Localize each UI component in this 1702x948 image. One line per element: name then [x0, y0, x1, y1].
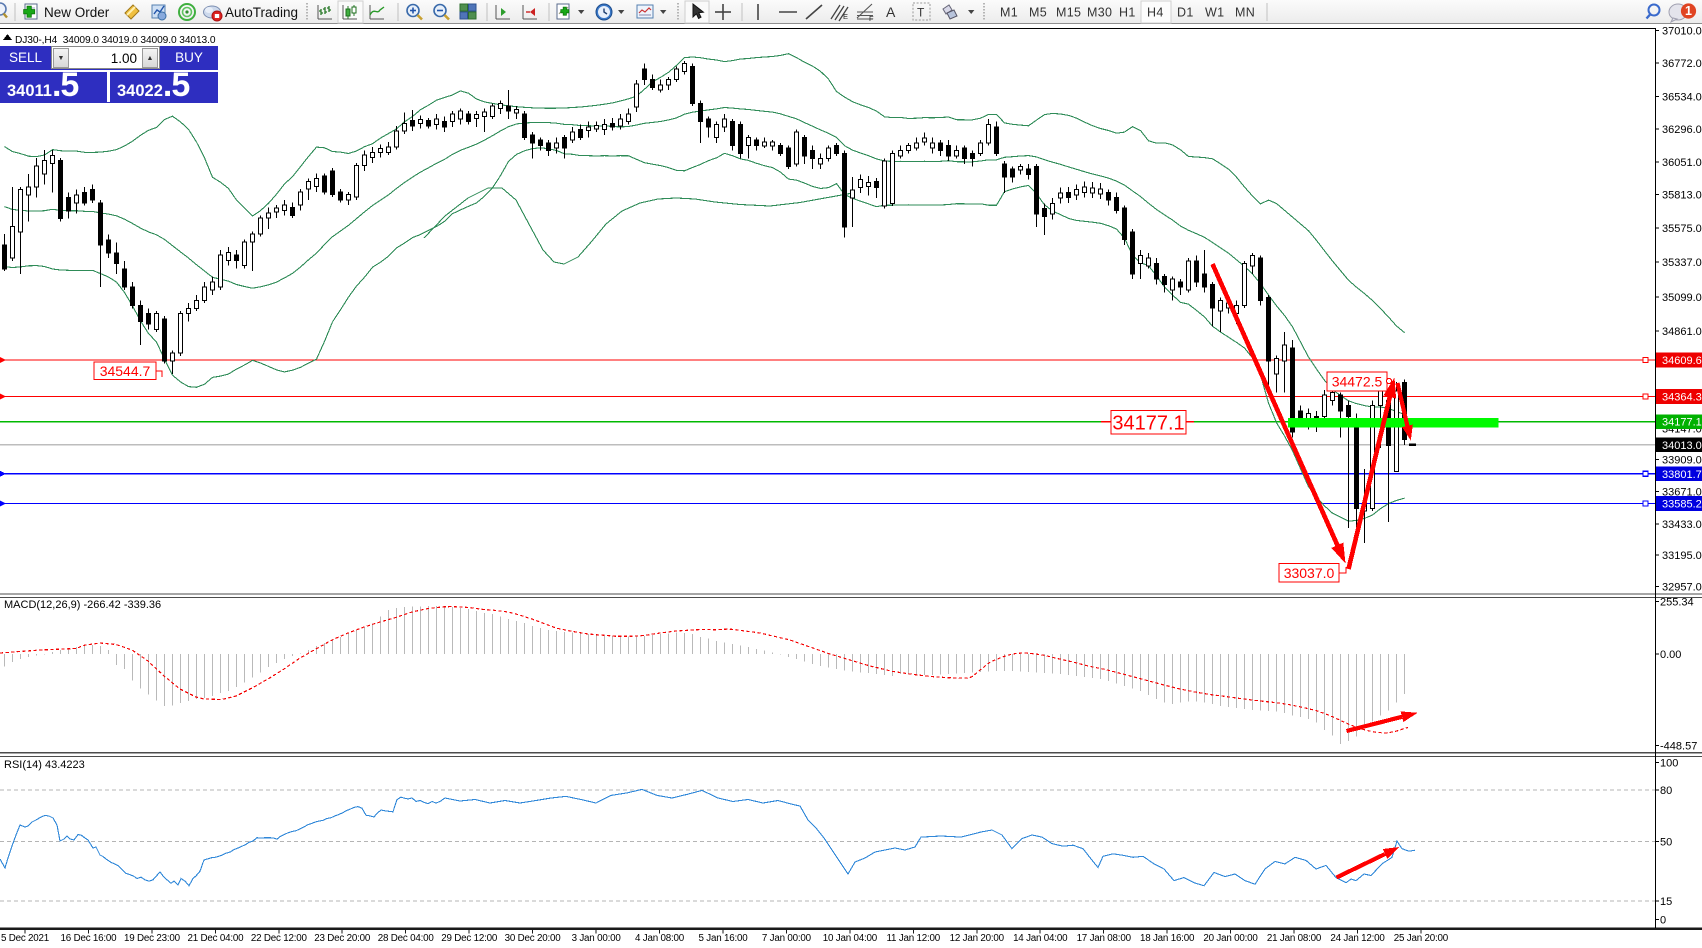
svg-text:0.00: 0.00: [1660, 649, 1681, 661]
svg-text:A: A: [886, 4, 896, 20]
svg-text:29 Dec 12:00: 29 Dec 12:00: [441, 933, 498, 944]
svg-text:25 Jan 20:00: 25 Jan 20:00: [1394, 933, 1449, 944]
svg-text:28 Dec 04:00: 28 Dec 04:00: [378, 933, 435, 944]
svg-text:10 Jan 04:00: 10 Jan 04:00: [823, 933, 878, 944]
svg-text:32957.0: 32957.0: [1662, 582, 1702, 594]
svg-text:21 Jan 08:00: 21 Jan 08:00: [1267, 933, 1322, 944]
svg-text:33585.2: 33585.2: [1662, 499, 1702, 511]
svg-text:18 Jan 16:00: 18 Jan 16:00: [1140, 933, 1195, 944]
svg-text:5 Jan 16:00: 5 Jan 16:00: [698, 933, 748, 944]
svg-text:W1: W1: [1205, 6, 1224, 20]
svg-text:M30: M30: [1087, 6, 1112, 20]
svg-text:255.34: 255.34: [1660, 597, 1694, 609]
svg-text:33195.0: 33195.0: [1662, 550, 1702, 562]
svg-text:80: 80: [1660, 785, 1672, 797]
svg-text:33433.0: 33433.0: [1662, 519, 1702, 531]
svg-text:15: 15: [1660, 896, 1672, 908]
svg-text:34544.7: 34544.7: [100, 363, 151, 379]
svg-text:4 Jan 08:00: 4 Jan 08:00: [635, 933, 685, 944]
svg-text:34472.5: 34472.5: [1332, 374, 1383, 390]
svg-text:36296.0: 36296.0: [1662, 124, 1702, 136]
svg-text:AutoTrading: AutoTrading: [225, 5, 298, 20]
svg-text:14 Jan 04:00: 14 Jan 04:00: [1013, 933, 1068, 944]
svg-text:0: 0: [1660, 915, 1666, 927]
svg-text:37010.0: 37010.0: [1662, 25, 1702, 37]
svg-text:20 Jan 00:00: 20 Jan 00:00: [1203, 933, 1258, 944]
svg-text:34609.6: 34609.6: [1662, 355, 1702, 367]
svg-text:19 Dec 23:00: 19 Dec 23:00: [124, 933, 181, 944]
svg-text:M15: M15: [1056, 6, 1081, 20]
svg-text:T: T: [917, 6, 925, 20]
svg-text:33037.0: 33037.0: [1284, 565, 1335, 581]
svg-text:30 Dec 20:00: 30 Dec 20:00: [505, 933, 562, 944]
svg-text:7 Jan 00:00: 7 Jan 00:00: [762, 933, 812, 944]
svg-text:DJ30-,H4 34009.0 34019.0 3400: DJ30-,H4 34009.0 34019.0 34009.0 34013.0: [15, 35, 216, 46]
svg-text:16 Dec 16:00: 16 Dec 16:00: [61, 933, 118, 944]
svg-text:35575.0: 35575.0: [1662, 223, 1702, 235]
svg-text:35337.0: 35337.0: [1662, 257, 1702, 269]
svg-text:23 Dec 20:00: 23 Dec 20:00: [314, 933, 371, 944]
svg-text:RSI(14) 43.4223: RSI(14) 43.4223: [4, 759, 85, 771]
svg-text:M5: M5: [1029, 6, 1047, 20]
svg-text:17 Jan 08:00: 17 Jan 08:00: [1077, 933, 1132, 944]
svg-text:22 Dec 12:00: 22 Dec 12:00: [251, 933, 308, 944]
svg-text:5 Dec 2021: 5 Dec 2021: [1, 933, 49, 944]
svg-text:MN: MN: [1235, 6, 1255, 20]
svg-text:35813.0: 35813.0: [1662, 189, 1702, 201]
svg-text:New Order: New Order: [44, 5, 110, 20]
svg-text:34177.1: 34177.1: [1662, 417, 1702, 429]
svg-text:100: 100: [1660, 758, 1678, 770]
svg-text:H1: H1: [1119, 6, 1136, 20]
svg-text:36772.0: 36772.0: [1662, 58, 1702, 70]
svg-text:1: 1: [1685, 4, 1692, 18]
svg-text:34177.1: 34177.1: [1112, 412, 1184, 434]
svg-text:34364.3: 34364.3: [1662, 392, 1702, 404]
svg-text:33671.0: 33671.0: [1662, 487, 1702, 499]
svg-text:36051.0: 36051.0: [1662, 157, 1702, 169]
svg-text:36534.0: 36534.0: [1662, 91, 1702, 103]
svg-text:24 Jan 12:00: 24 Jan 12:00: [1330, 933, 1385, 944]
svg-text:3 Jan 00:00: 3 Jan 00:00: [572, 933, 622, 944]
svg-text:11 Jan 12:00: 11 Jan 12:00: [887, 933, 941, 944]
svg-text:34013.0: 34013.0: [1662, 440, 1702, 452]
svg-text:F: F: [869, 14, 874, 23]
svg-text:H4: H4: [1147, 6, 1164, 20]
svg-text:34861.0: 34861.0: [1662, 326, 1702, 338]
svg-text:35099.0: 35099.0: [1662, 292, 1702, 304]
svg-text:33801.7: 33801.7: [1662, 469, 1702, 481]
svg-text:MACD(12,26,9) -266.42 -339.36: MACD(12,26,9) -266.42 -339.36: [4, 599, 161, 611]
svg-text:50: 50: [1660, 836, 1672, 848]
svg-text:33909.0: 33909.0: [1662, 454, 1702, 466]
svg-text:21 Dec 04:00: 21 Dec 04:00: [187, 933, 244, 944]
svg-text:-448.57: -448.57: [1660, 740, 1697, 752]
svg-text:E: E: [843, 12, 848, 21]
svg-text:12 Jan 20:00: 12 Jan 20:00: [950, 933, 1005, 944]
svg-text:D1: D1: [1177, 6, 1194, 20]
svg-text:M1: M1: [1000, 6, 1018, 20]
